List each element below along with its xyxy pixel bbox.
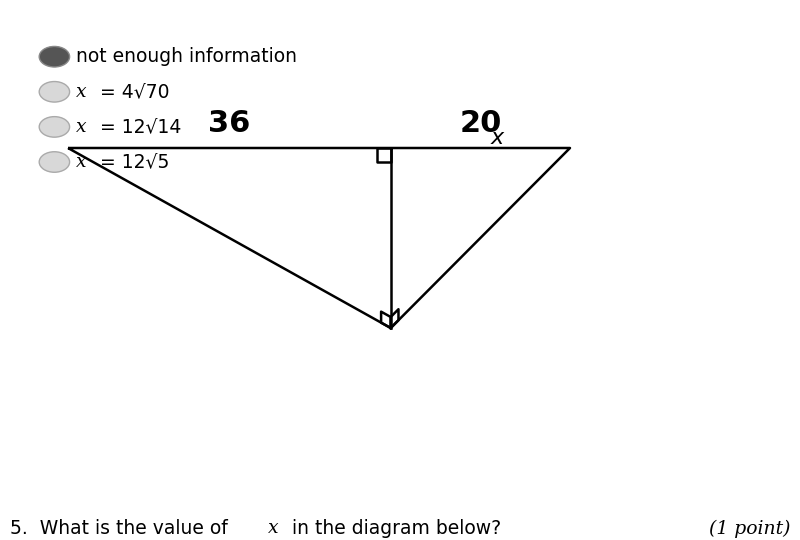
Text: x: x [490, 128, 503, 148]
Text: in the diagram below?: in the diagram below? [286, 519, 502, 538]
Text: x: x [76, 83, 86, 101]
Text: x: x [268, 519, 278, 537]
Text: = 12√14: = 12√14 [94, 117, 181, 137]
Text: 20: 20 [459, 109, 502, 138]
Text: x: x [76, 118, 86, 136]
Text: = 12√5: = 12√5 [94, 152, 169, 172]
Text: (1 point): (1 point) [709, 519, 790, 538]
Text: = 4√70: = 4√70 [94, 82, 169, 102]
Text: x: x [76, 153, 86, 171]
Text: 5.  What is the value of: 5. What is the value of [10, 519, 234, 538]
Text: not enough information: not enough information [76, 47, 297, 66]
Text: 36: 36 [208, 109, 250, 138]
